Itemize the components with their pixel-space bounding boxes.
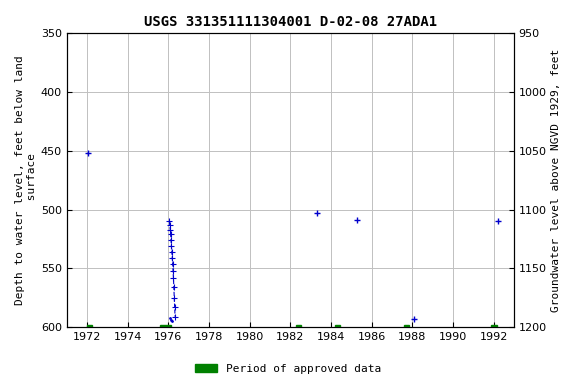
Bar bbox=[404, 325, 409, 328]
Bar bbox=[491, 325, 497, 328]
Bar bbox=[160, 325, 172, 328]
Bar bbox=[297, 325, 301, 328]
Y-axis label: Depth to water level, feet below land
 surface: Depth to water level, feet below land su… bbox=[15, 55, 37, 305]
Bar bbox=[87, 325, 92, 328]
Legend: Period of approved data: Period of approved data bbox=[191, 359, 385, 379]
Bar bbox=[335, 325, 340, 328]
Title: USGS 331351111304001 D-02-08 27ADA1: USGS 331351111304001 D-02-08 27ADA1 bbox=[144, 15, 437, 29]
Y-axis label: Groundwater level above NGVD 1929, feet: Groundwater level above NGVD 1929, feet bbox=[551, 48, 561, 312]
